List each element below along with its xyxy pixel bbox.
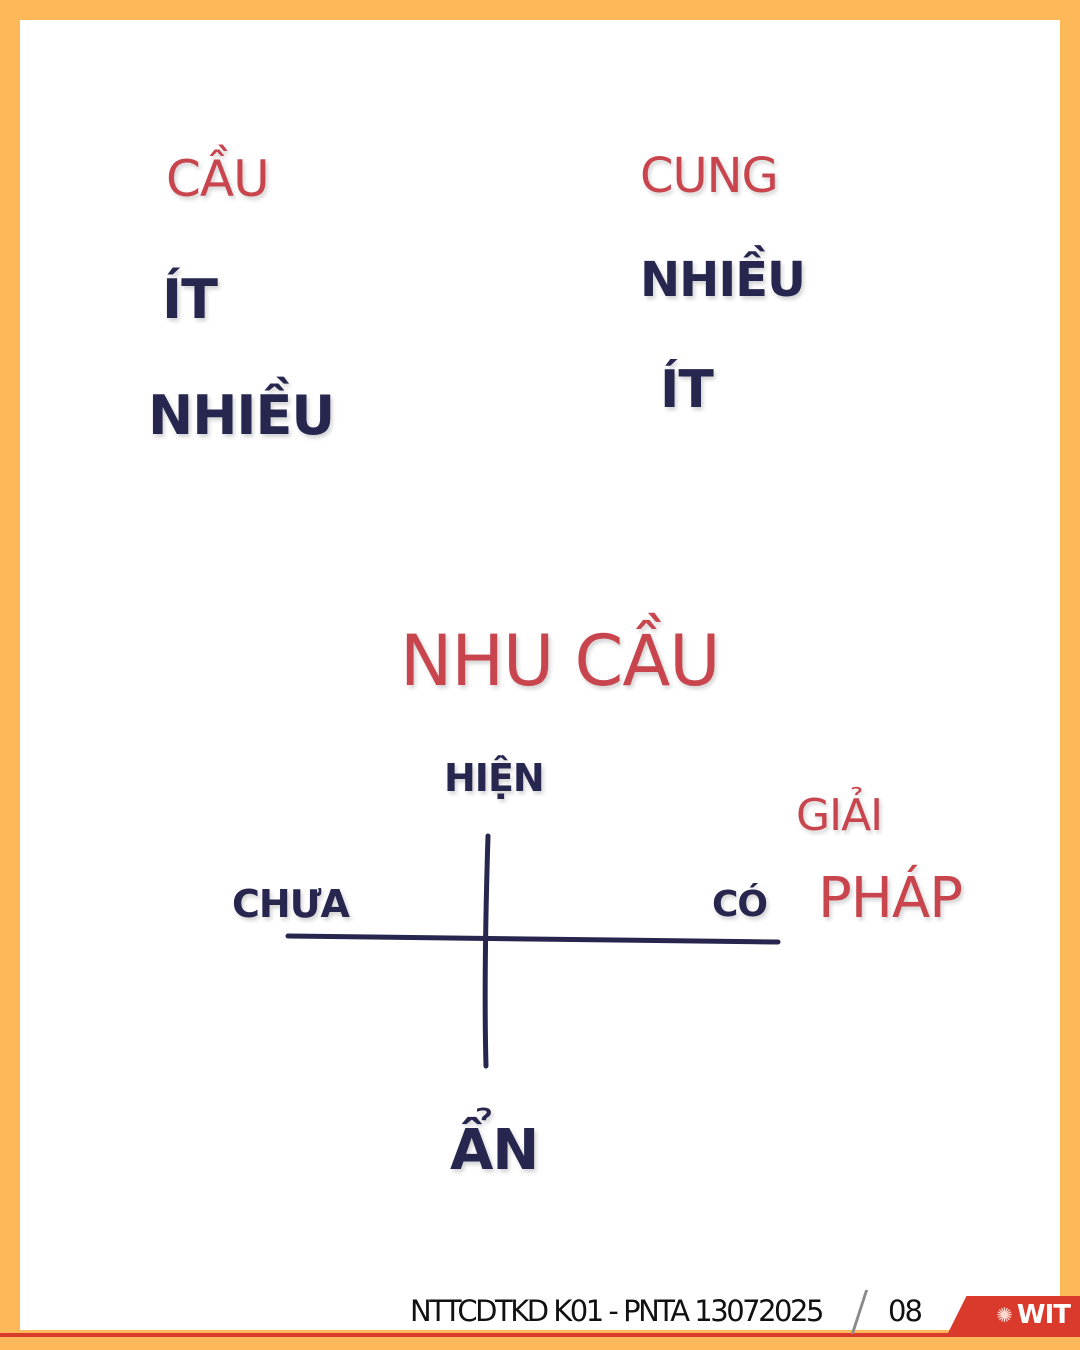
logo-text: WIT <box>1016 1299 1071 1330</box>
vertical-axis <box>482 833 491 1069</box>
axis-label-not-yet: CHƯA <box>232 882 350 926</box>
axis-label-explicit: HIỆN <box>444 756 545 800</box>
supply-row-many: NHIỀU <box>640 252 806 308</box>
supply-heading: CUNG <box>640 148 779 204</box>
demand-row-many: NHIỀU <box>148 384 335 447</box>
page-number: 08 <box>888 1294 923 1328</box>
whiteboard <box>20 20 1060 1330</box>
needs-title: NHU CẦU <box>400 620 720 702</box>
footer-caption: NTTCDTKD K01 - PNTA 13072025 <box>410 1294 824 1328</box>
axis-label-hidden: ẨN <box>450 1118 539 1183</box>
solution-word-2: PHÁP <box>818 866 963 931</box>
solution-word-1: GIẢI <box>796 790 883 841</box>
footer-accent-line <box>0 1333 1080 1337</box>
demand-heading: CẦU <box>166 150 270 208</box>
axis-label-have: CÓ <box>712 884 768 925</box>
brand-logo: ✺ WIT <box>948 1296 1080 1333</box>
horizontal-axis <box>285 933 781 945</box>
sun-gear-icon: ✺ <box>996 1302 1013 1327</box>
supply-row-few: ÍT <box>660 360 714 420</box>
demand-row-few: ÍT <box>162 268 218 331</box>
